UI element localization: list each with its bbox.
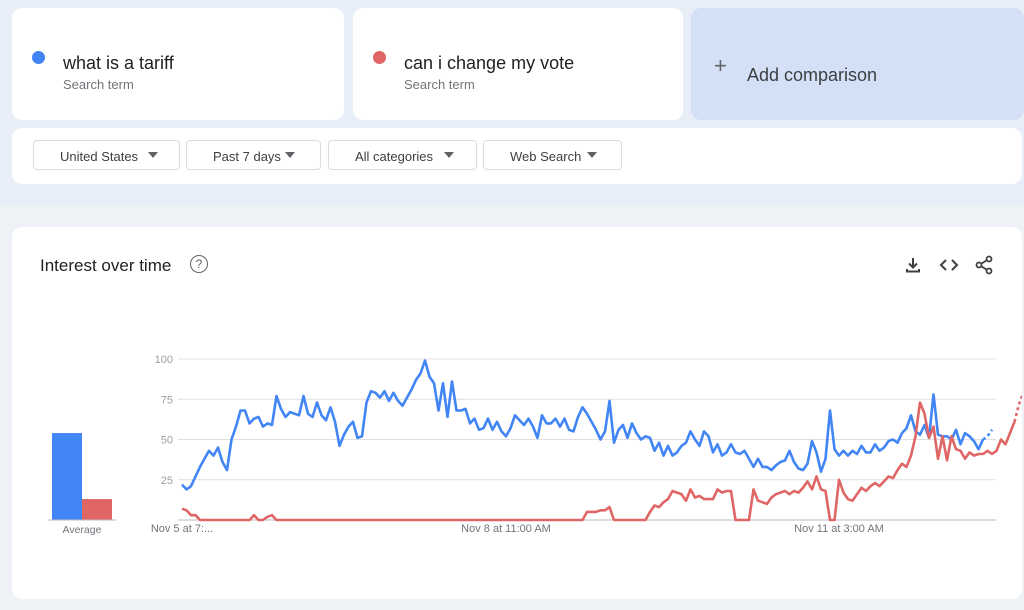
help-icon[interactable]: ? <box>190 255 208 273</box>
y-tick-label: 50 <box>161 435 173 447</box>
share-icon[interactable] <box>974 255 994 275</box>
chevron-down-icon <box>444 152 454 158</box>
series-line-2 <box>181 401 1016 522</box>
series-color-dot-1 <box>32 51 45 64</box>
y-tick-label: 25 <box>161 475 173 487</box>
x-tick-label: Nov 8 at 11:00 AM <box>461 523 551 535</box>
filter-bar: United States Past 7 days All categories… <box>12 128 1022 184</box>
series-color-dot-2 <box>373 51 386 64</box>
add-comparison-button[interactable]: + Add comparison <box>691 8 1024 120</box>
term-card-1[interactable]: what is a tariff Search term <box>12 8 344 120</box>
series-partial-line-1 <box>982 429 994 441</box>
term-label-1: what is a tariff <box>63 53 174 73</box>
x-tick-label: Nov 11 at 3:00 AM <box>794 523 884 535</box>
y-tick-label: 75 <box>161 394 173 406</box>
add-comparison-label: Add comparison <box>747 65 878 85</box>
term-label-2: can i change my vote <box>404 53 575 73</box>
download-icon[interactable] <box>903 255 923 275</box>
term-card-2[interactable]: can i change my vote Search term <box>353 8 683 120</box>
average-bar <box>82 499 112 520</box>
region-dropdown[interactable]: United States <box>33 140 180 170</box>
embed-icon[interactable] <box>939 255 959 275</box>
category-dropdown[interactable]: All categories <box>328 140 477 170</box>
average-bars: Average <box>48 433 116 536</box>
time-dropdown[interactable]: Past 7 days <box>186 140 321 170</box>
chart-grid: 25 50 75 100 Nov 5 at 7:... Nov 8 at 11:00 AM… <box>151 354 996 535</box>
x-tick-label: Nov 5 at 7:... <box>151 523 213 535</box>
category-dropdown-label: All categories <box>355 149 434 164</box>
plus-icon: + <box>714 53 727 78</box>
average-label: Average <box>63 524 102 536</box>
property-dropdown-label: Web Search <box>510 149 582 164</box>
property-dropdown[interactable]: Web Search <box>483 140 622 170</box>
y-tick-label: 100 <box>155 354 173 366</box>
time-dropdown-label: Past 7 days <box>213 149 281 164</box>
chevron-down-icon <box>285 152 295 158</box>
panel-title: Interest over time <box>40 256 172 275</box>
interest-chart: Average 25 50 75 100 Nov 5 at 7:... Nov 8 at … <box>48 354 1022 536</box>
chevron-down-icon <box>148 152 158 158</box>
average-bar <box>52 433 82 520</box>
region-dropdown-label: United States <box>60 149 139 164</box>
series-partial-line-2 <box>1013 393 1022 423</box>
interest-over-time-panel: Interest over time ? Average 25 50 75 100 No… <box>12 227 1022 599</box>
series-line-1 <box>181 359 985 491</box>
term-sublabel-1: Search term <box>63 77 134 92</box>
chart-series <box>181 359 1022 522</box>
term-sublabel-2: Search term <box>404 77 475 92</box>
chevron-down-icon <box>587 152 597 158</box>
